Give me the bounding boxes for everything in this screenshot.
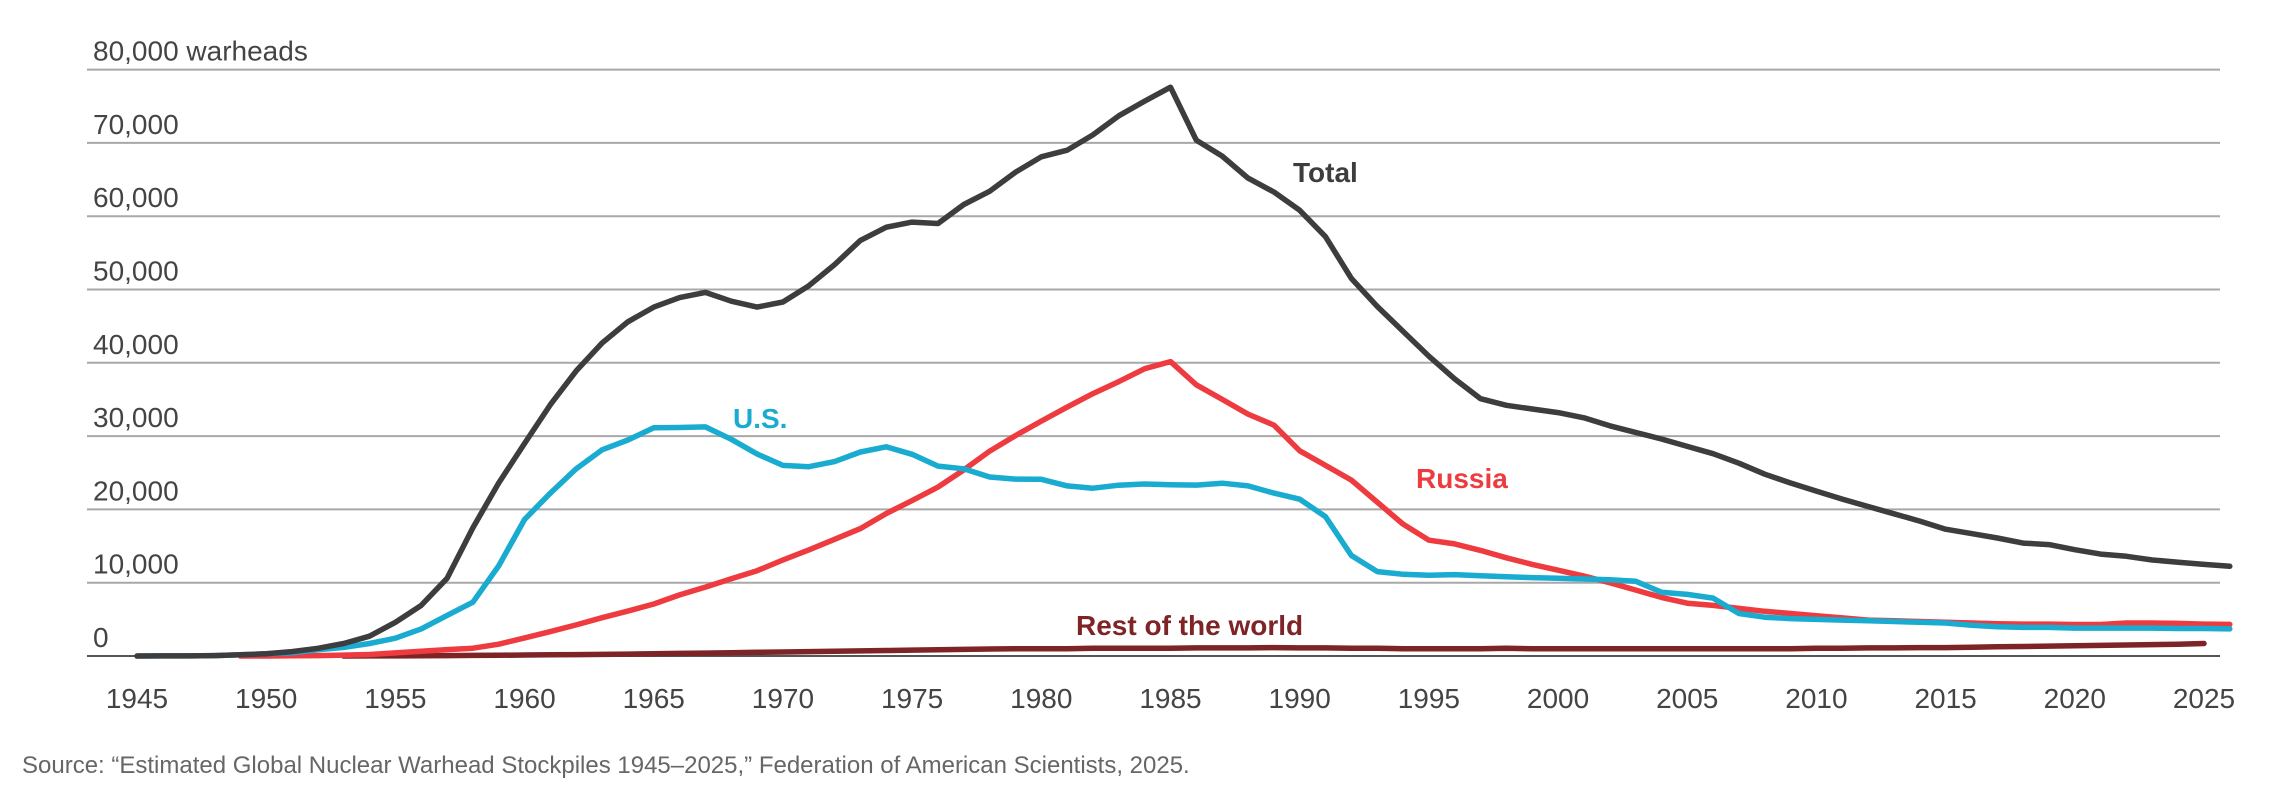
label-us: U.S.: [733, 403, 787, 434]
y-tick-label: 40,000: [93, 329, 179, 360]
x-tick-label: 1975: [881, 683, 943, 714]
x-tick-label: 1985: [1139, 683, 1201, 714]
x-tick-label: 2020: [2044, 683, 2106, 714]
label-russia: Russia: [1416, 463, 1508, 494]
series-line-u-s: [134, 424, 2233, 659]
y-tick-label: 30,000: [93, 402, 179, 433]
source-note: Source: “Estimated Global Nuclear Warhea…: [22, 752, 1190, 779]
x-tick-label: 2010: [1785, 683, 1847, 714]
label-total: Total: [1293, 157, 1358, 188]
y-tick-label: 20,000: [93, 475, 179, 506]
y-tick-label: 0: [93, 622, 109, 653]
x-tick-label: 1960: [493, 683, 555, 714]
x-tick-label: 1980: [1010, 683, 1072, 714]
x-tick-label: 1950: [235, 683, 297, 714]
x-tick-label: 1970: [752, 683, 814, 714]
y-axis-ticks: 0 10,000 20,000 30,000 40,000 50,000 60,000 70,…: [93, 36, 308, 653]
x-tick-label: 2015: [1914, 683, 1976, 714]
x-tick-label: 2025: [2173, 683, 2235, 714]
y-tick-label: 80,000 warheads: [93, 36, 308, 67]
gridlines: [87, 68, 2220, 657]
series-labels: Total U.S. Russia Rest of the world: [733, 157, 1508, 641]
x-tick-label: 2000: [1527, 683, 1589, 714]
y-tick-label: 70,000: [93, 109, 179, 140]
series-lines: [134, 84, 2233, 659]
series-line-total: [134, 84, 2233, 659]
x-tick-label: 1990: [1269, 683, 1331, 714]
series-line-rest-of-the-world: [340, 640, 2207, 659]
x-tick-label: 1945: [106, 683, 168, 714]
x-tick-label: 1965: [623, 683, 685, 714]
y-tick-label: 10,000: [93, 549, 179, 580]
y-tick-label: 50,000: [93, 256, 179, 287]
x-axis-ticks: 1945 1950 1955 1960 1965 1970 1975 1980 1985 1990…: [106, 683, 2235, 714]
x-tick-label: 1955: [364, 683, 426, 714]
x-tick-label: 2005: [1656, 683, 1718, 714]
label-rest-of-world: Rest of the world: [1076, 610, 1303, 641]
x-tick-label: 1995: [1398, 683, 1460, 714]
y-tick-label: 60,000: [93, 182, 179, 213]
